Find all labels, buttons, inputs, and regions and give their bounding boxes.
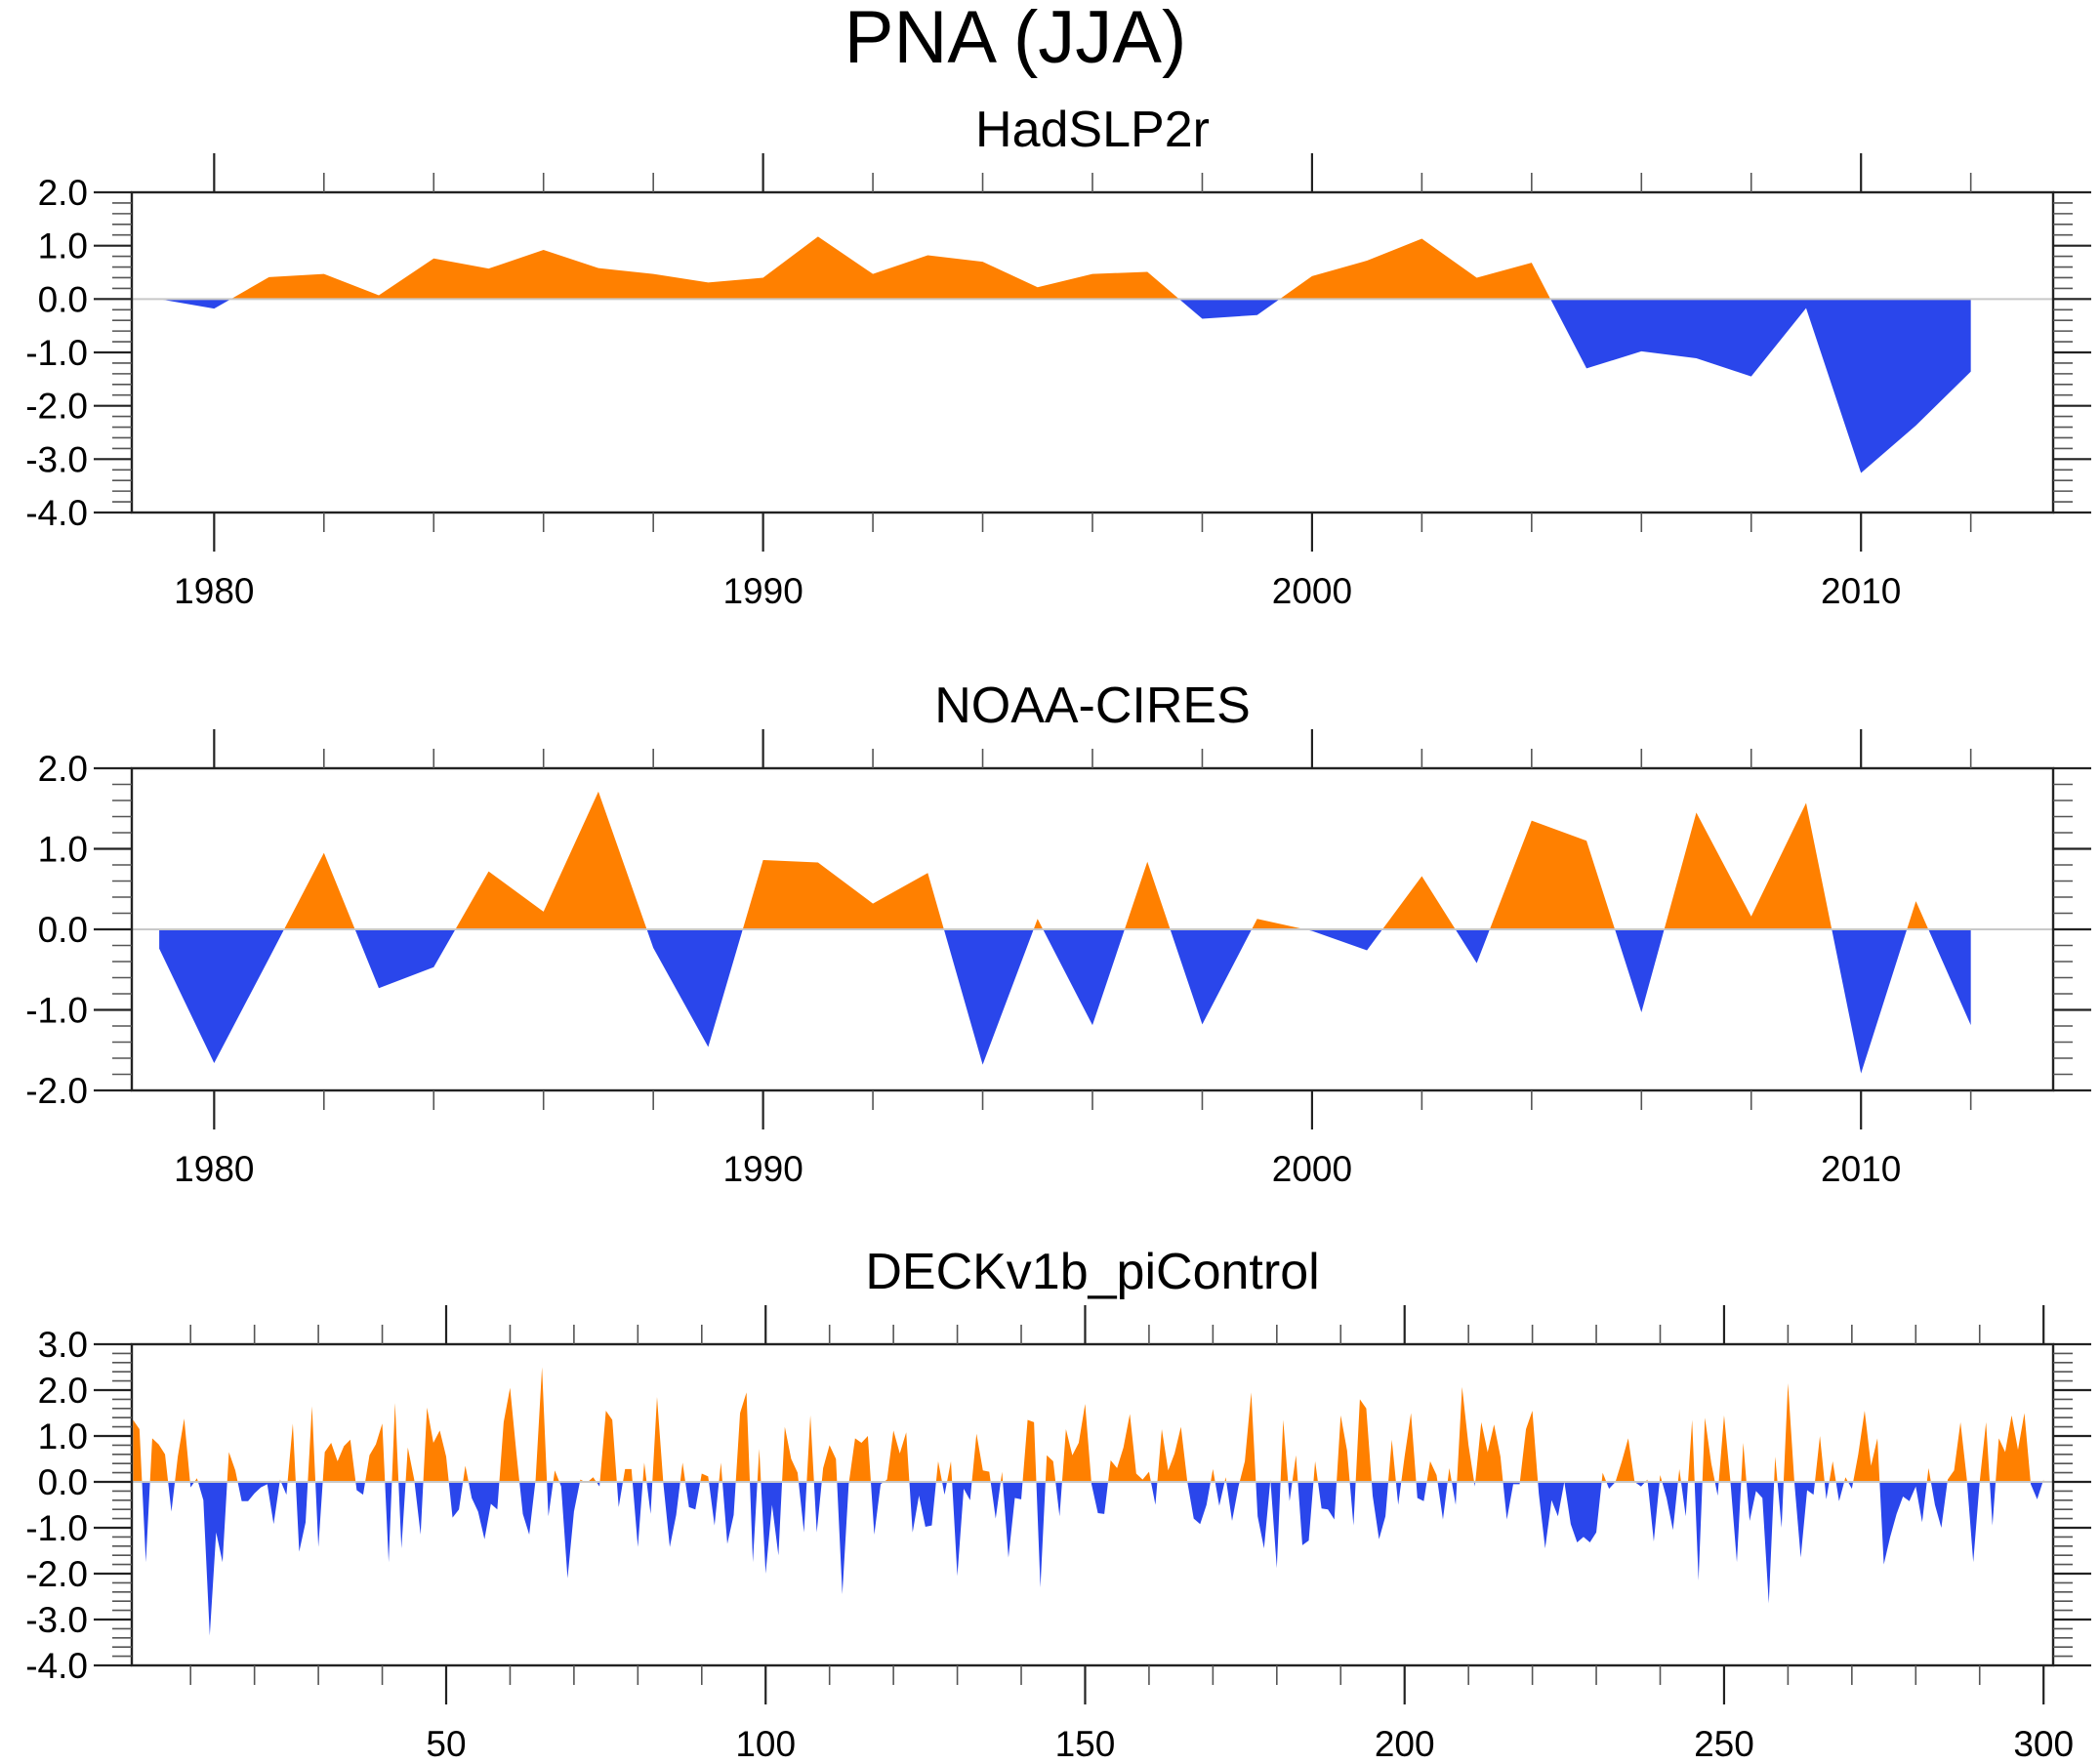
y-tick-label: 2.0 [38,749,88,789]
y-tick-label: 0.0 [38,279,88,319]
y-tick-label: -3.0 [25,439,88,479]
y-tick-label: -2.0 [25,387,88,427]
x-tick-label: 1980 [174,571,254,611]
y-tick-label: -3.0 [25,1600,88,1640]
x-tick-label: 2000 [1272,1149,1352,1189]
y-tick-label: -1.0 [25,333,88,373]
y-tick-label: -4.0 [25,493,88,533]
x-tick-label: 50 [426,1724,466,1764]
panel-deckv1b-picontrol: DECKv1b_piControl 3.0 2.0 1.0 0.0 -1.0 -2.0 -3… [25,1244,2091,1764]
x-tick-label: 150 [1055,1724,1116,1764]
x-tick-label: 200 [1375,1724,1435,1764]
x-tick-label: 100 [735,1724,796,1764]
panel-title: HadSLP2r [975,102,1210,158]
y-tick-label: 1.0 [38,1416,88,1456]
y-tick-label: 3.0 [38,1325,88,1365]
positive-area [133,1367,2044,1482]
y-tick-label: -1.0 [25,1508,88,1548]
negative-area [133,1482,2044,1636]
y-tick-label: -2.0 [25,1554,88,1594]
y-tick-label: 0.0 [38,1462,88,1502]
y-tick-label: 2.0 [38,173,88,213]
positive-area [159,791,1971,929]
x-tick-label: 2000 [1272,571,1352,611]
x-tick-label: 2010 [1821,1149,1901,1189]
y-tick-label: 1.0 [38,830,88,870]
figure-title: PNA (JJA) [844,0,1187,79]
x-tick-label: 300 [2013,1724,2074,1764]
positive-area [159,236,1971,300]
plot-frame [130,1342,2055,1667]
x-tick-label: 1990 [722,571,803,611]
x-tick-label: 2010 [1821,571,1901,611]
negative-area [159,929,1971,1074]
panel-title: DECKv1b_piControl [865,1244,1319,1300]
y-tick-label: 1.0 [38,226,88,267]
negative-area [159,299,1971,473]
x-tick-label: 1990 [722,1149,803,1189]
panel-hadslp2r: HadSLP2r 2.0 1.0 0.0 -1.0 -2.0 -3.0 -4.0 1980 19… [25,102,2091,611]
x-tick-label: 250 [1694,1724,1754,1764]
x-tick-label: 1980 [174,1149,254,1189]
y-tick-label: -1.0 [25,991,88,1031]
panel-title: NOAA-CIRES [934,677,1251,734]
y-tick-label: -2.0 [25,1071,88,1111]
y-tick-label: 0.0 [38,910,88,950]
y-tick-label: -4.0 [25,1646,88,1686]
panel-noaa-cires: NOAA-CIRES 2.0 1.0 0.0 -1.0 -2.0 1980 1990 2000… [25,677,2091,1189]
y-tick-label: 2.0 [38,1371,88,1411]
